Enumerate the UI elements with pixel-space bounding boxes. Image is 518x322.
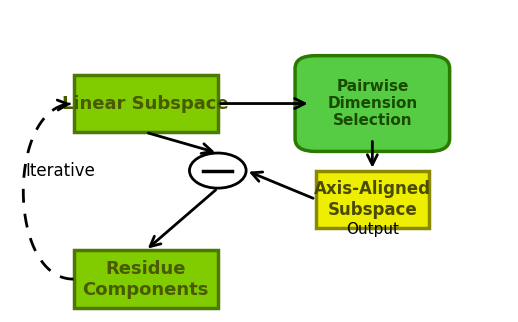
- FancyBboxPatch shape: [295, 56, 450, 151]
- Text: Linear Subspace: Linear Subspace: [62, 95, 229, 113]
- FancyBboxPatch shape: [74, 75, 218, 132]
- Text: Output: Output: [346, 222, 399, 237]
- Circle shape: [190, 153, 246, 188]
- Text: Residue
Components: Residue Components: [82, 260, 209, 298]
- Text: Axis-Aligned
Subspace: Axis-Aligned Subspace: [314, 180, 431, 219]
- Text: Iterative: Iterative: [26, 162, 96, 180]
- Text: Pairwise
Dimension
Selection: Pairwise Dimension Selection: [327, 79, 418, 128]
- FancyBboxPatch shape: [74, 251, 218, 308]
- FancyBboxPatch shape: [315, 171, 429, 228]
